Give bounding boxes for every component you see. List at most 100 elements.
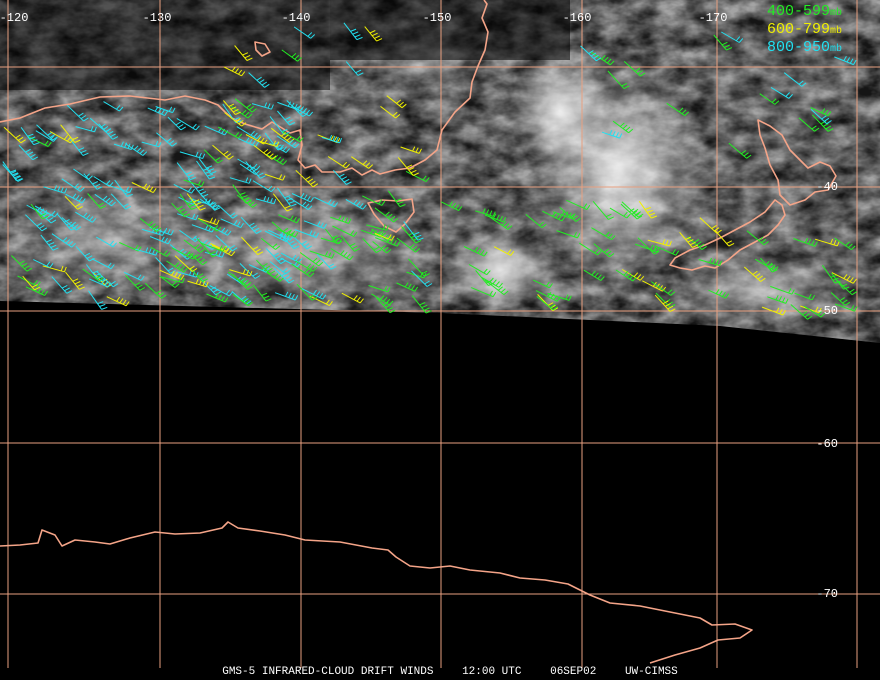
wind-barb <box>380 106 401 119</box>
wind-barb <box>147 106 169 117</box>
wind-barb <box>314 196 339 208</box>
island-coast <box>254 41 271 57</box>
wind-barb <box>397 157 419 176</box>
wind-barb <box>107 184 133 194</box>
wind-barb <box>103 101 124 112</box>
wind-barb <box>272 193 293 212</box>
new-zealand-north <box>757 119 837 206</box>
wind-barb <box>187 278 209 288</box>
wind-barb <box>536 296 558 311</box>
wind-barb <box>110 193 132 210</box>
wind-barb <box>51 276 73 294</box>
wind-barb <box>790 304 813 320</box>
wind-barb <box>212 144 234 160</box>
wind-barb <box>186 193 206 211</box>
wind-barb <box>248 72 270 88</box>
wind-barb <box>35 130 58 142</box>
wind-barb <box>325 228 343 244</box>
wind-barb <box>188 252 208 266</box>
wind-barb <box>98 123 119 140</box>
wind-barb <box>187 178 209 198</box>
legend-entry: 800-950mb <box>767 39 842 56</box>
wind-barb <box>161 276 185 284</box>
wind-barb <box>376 297 396 314</box>
wind-barb <box>655 292 676 308</box>
wind-barb <box>810 107 832 117</box>
wind-barb <box>374 207 399 223</box>
wind-barb <box>303 220 328 229</box>
wind-barb <box>351 156 374 169</box>
wind-barb <box>601 129 623 139</box>
wind-barb <box>542 210 566 222</box>
wind-barb <box>252 284 272 302</box>
wind-barb <box>405 170 430 183</box>
wind-barb <box>647 239 672 247</box>
wind-barb <box>61 217 82 231</box>
wind-barb <box>484 279 509 295</box>
wind-barb <box>232 274 253 290</box>
wind-barb <box>607 70 630 90</box>
wind-barb <box>535 290 561 302</box>
wind-barb <box>471 287 497 298</box>
wind-barb <box>276 228 299 238</box>
wind-barb <box>810 109 832 125</box>
wind-barb <box>253 145 277 160</box>
wind-barb <box>475 270 495 287</box>
wind-barb <box>149 236 172 245</box>
wind-barb <box>113 141 134 150</box>
wind-barb <box>295 260 318 272</box>
wind-barb <box>70 139 89 156</box>
wind-barb <box>831 272 850 290</box>
wind-barb <box>240 216 262 234</box>
wind-barb <box>150 246 171 257</box>
wind-barb <box>794 292 816 301</box>
wind-barb <box>51 233 76 248</box>
wind-barb <box>343 22 363 41</box>
new-zealand-south <box>669 199 786 271</box>
wind-barb <box>191 224 215 233</box>
wind-barb <box>277 110 296 126</box>
wind-barb <box>411 295 432 314</box>
wind-barb <box>401 226 422 244</box>
wind-barb <box>91 258 115 270</box>
wind-barb <box>220 218 244 229</box>
wind-barb <box>368 285 391 293</box>
legend-range: 400-599 <box>767 3 830 20</box>
wind-barb <box>239 263 261 279</box>
wind-barb <box>267 229 294 241</box>
wind-barb <box>144 282 167 299</box>
wind-barb <box>20 127 40 146</box>
wind-barb <box>532 279 553 289</box>
wind-barb <box>556 230 581 239</box>
wind-barb <box>320 236 342 245</box>
wind-barb <box>49 131 75 144</box>
longitude-label: -130 <box>143 11 172 25</box>
wind-barb <box>783 72 807 87</box>
wind-barb <box>463 246 488 257</box>
wind-barb <box>400 146 422 154</box>
wind-barb <box>814 238 840 247</box>
wind-barb <box>224 112 247 127</box>
wind-barb <box>125 143 148 156</box>
wind-barb <box>552 210 575 220</box>
tasmania-coast <box>367 198 415 233</box>
wind-barb <box>767 295 789 304</box>
wind-barb <box>276 187 297 207</box>
wind-barb <box>621 269 645 281</box>
wind-barb <box>234 45 253 61</box>
wind-barb <box>375 237 401 247</box>
wind-barb <box>131 182 157 194</box>
wind-barb <box>229 268 253 277</box>
wind-barb <box>327 156 350 169</box>
wind-barb <box>139 218 162 232</box>
wind-barbs <box>2 22 858 320</box>
wind-barb <box>537 294 559 312</box>
wind-barb <box>2 161 23 182</box>
wind-barb <box>274 291 299 301</box>
wind-barb <box>654 245 680 256</box>
wind-barb <box>236 126 261 140</box>
wind-barb <box>125 275 146 291</box>
wind-barb <box>484 213 507 223</box>
